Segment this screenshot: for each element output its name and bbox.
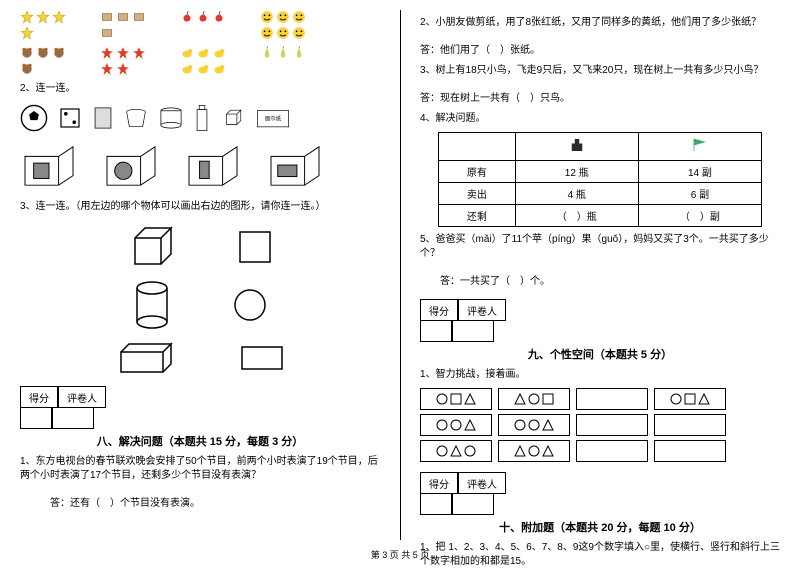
- q3-ans: 答：现在树上一共有（ ）只鸟。: [420, 92, 780, 106]
- score-box-9b: [420, 320, 780, 342]
- pattern-cell: [654, 388, 726, 410]
- image-row-a: [20, 10, 380, 40]
- solids-column: [20, 224, 380, 376]
- score-empty: [20, 407, 52, 429]
- score-box-9: 得分 评卷人: [420, 299, 780, 321]
- th-flag-icon: [638, 133, 761, 161]
- dice-icon: [58, 106, 82, 130]
- projection-row: [20, 142, 380, 190]
- table-row: 原有12 瓶14 副: [439, 161, 762, 183]
- smileys-group: [260, 10, 320, 40]
- q4-label: 4、解决问题。: [420, 112, 780, 126]
- rect-flat-icon: [239, 344, 285, 372]
- q9-1: 1、智力挑战，接着画。: [420, 368, 780, 382]
- q8-1-text: 1、东方电视台的春节联欢晚会安排了50个节目，前两个小时表演了19个节目，后两个…: [20, 455, 380, 483]
- right-column: 2、小朋友做剪纸，用了8张红纸，又用了同样多的黄纸，他们用了多少张纸？ 答：他们…: [400, 0, 800, 545]
- pattern-cell-blank: [576, 414, 648, 436]
- image-row-b: [20, 46, 380, 76]
- pattern-row-1: [420, 388, 780, 410]
- proj-box-4: [266, 142, 324, 190]
- score-box-10: 得分 评卷人: [420, 472, 780, 494]
- q2-ans: 答：他们用了（ ）张纸。: [420, 44, 780, 58]
- pattern-cell-blank: [654, 414, 726, 436]
- pattern-cell: [420, 414, 492, 436]
- proj-box-3: [184, 142, 242, 190]
- pattern-cell-blank: [576, 388, 648, 410]
- section-9-title: 九、个性空间（本题共 5 分）: [420, 346, 780, 362]
- table-row: 卖出4 瓶6 副: [439, 183, 762, 205]
- score-box-8b: [20, 407, 380, 429]
- score-box-10b: [420, 493, 780, 515]
- items-row: 面巾纸: [20, 104, 380, 132]
- chicks-group: [180, 46, 240, 76]
- toys-group: [100, 10, 160, 40]
- pattern-cell: [498, 414, 570, 436]
- circle-flat-icon: [232, 287, 268, 323]
- grader-empty: [52, 407, 94, 429]
- score-label: 得分: [20, 386, 58, 408]
- q5-ans: 答：一共买了（ ）个。: [440, 275, 780, 289]
- pears-group: [260, 46, 320, 76]
- stars-group: [20, 10, 80, 40]
- bottle-icon: [194, 104, 210, 132]
- pattern-cell: [420, 388, 492, 410]
- table-row: 还剩（ ）瓶（ ）副: [439, 205, 762, 227]
- q3-text: 3、树上有18只小鸟，飞走9只后，又飞来20只，现在树上一共有多少只小鸟？: [420, 64, 780, 78]
- score-empty-10: [420, 493, 452, 515]
- can2-icon: [158, 107, 184, 129]
- cuboid-solid-icon: [115, 340, 179, 376]
- page-footer: 第 3 页 共 5 页: [0, 548, 800, 561]
- cup-icon: [124, 107, 148, 129]
- q2-text: 2、小朋友做剪纸，用了8张红纸，又用了同样多的黄纸，他们用了多少张纸？: [420, 16, 780, 30]
- q2-label: 2、连一连。: [20, 82, 380, 96]
- q8-1-ans: 答：还有（ ）个节目没有表演。: [50, 497, 380, 511]
- pattern-cell: [498, 440, 570, 462]
- pattern-cell: [498, 388, 570, 410]
- can-icon: [92, 105, 114, 131]
- q3-label: 3、连一连。（用左边的哪个物体可以画出右边的图形，请你连一连。）: [20, 200, 380, 214]
- box-icon: 面巾纸: [256, 106, 290, 130]
- cube-solid-icon: [127, 224, 177, 270]
- section-10-title: 十、附加题（本题共 20 分，每题 10 分）: [420, 519, 780, 535]
- score-label-10: 得分: [420, 472, 458, 494]
- left-column: 2、连一连。 面巾纸 3、连一连。（用左边的哪个物体可以画出右边的图形，请你连一…: [0, 0, 400, 545]
- pattern-cell: [420, 440, 492, 462]
- square-flat-icon: [237, 229, 273, 265]
- grader-label: 评卷人: [58, 386, 106, 408]
- th-blank: [439, 133, 516, 161]
- grader-label-9: 评卷人: [458, 299, 506, 321]
- cherries-group: [180, 10, 240, 40]
- q4-table: 原有12 瓶14 副 卖出4 瓶6 副 还剩（ ）瓶（ ）副: [438, 132, 762, 227]
- score-box-8: 得分 评卷人: [20, 386, 380, 408]
- redstars-group: [100, 46, 160, 76]
- q5-text: 5、爸爸买（mǎi）了11个苹（píng）果（guǒ），妈妈又买了3个。一共买了…: [420, 233, 780, 261]
- pattern-cell-blank: [654, 440, 726, 462]
- soccer-icon: [20, 104, 48, 132]
- table-row: [439, 133, 762, 161]
- proj-box-1: [20, 142, 78, 190]
- pattern-row-3: [420, 440, 780, 462]
- score-label-9: 得分: [420, 299, 458, 321]
- score-empty-9: [420, 320, 452, 342]
- pattern-row-2: [420, 414, 780, 436]
- grader-empty-9: [452, 320, 494, 342]
- grader-label-10: 评卷人: [458, 472, 506, 494]
- bears-group: [20, 46, 80, 76]
- grader-empty-10: [452, 493, 494, 515]
- th-ink-icon: [515, 133, 638, 161]
- cylinder-solid-icon: [132, 280, 172, 330]
- section-8-title: 八、解决问题（本题共 15 分，每题 3 分）: [20, 433, 380, 449]
- proj-box-2: [102, 142, 160, 190]
- cube-icon: [220, 105, 246, 131]
- pattern-cell-blank: [576, 440, 648, 462]
